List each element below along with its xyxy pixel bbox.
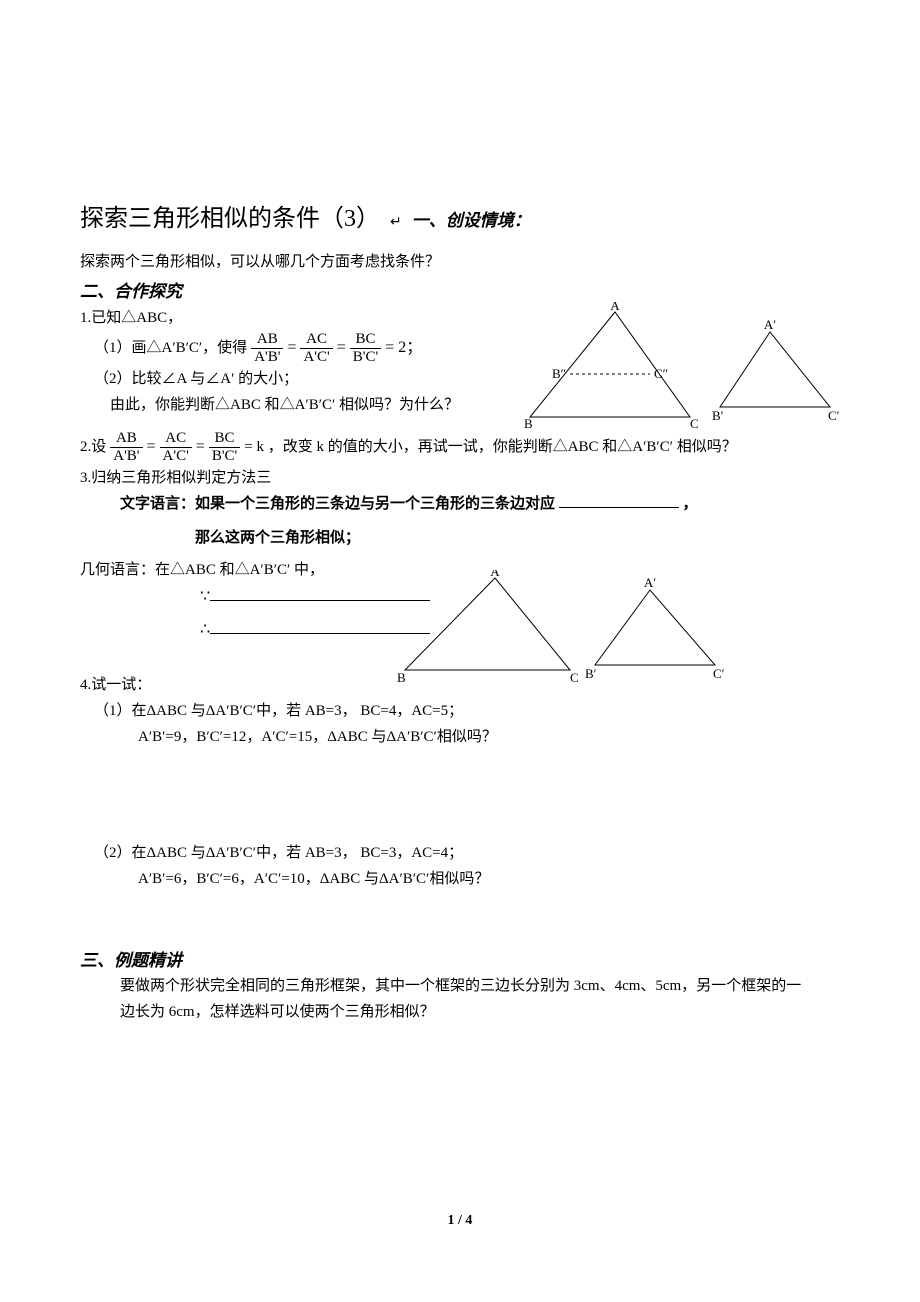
triangle-fig2-svg: A B C A′ B′ C′ <box>395 570 745 685</box>
frac-den: B'C' <box>209 448 240 464</box>
comma: ， <box>679 496 698 512</box>
frac-ab2: AB A'B' <box>110 431 142 464</box>
frac-ac2: AC A'C' <box>160 431 192 464</box>
s2-item3-lead: 3.归纳三角形相似判定方法三 <box>80 466 840 490</box>
arrow-mark: ↵ <box>390 212 402 234</box>
frac-bc-num: BC <box>350 332 381 349</box>
label-Bp: B′ <box>712 408 724 423</box>
blank-line <box>559 493 679 508</box>
s2-item3-text-content: 如果一个三角形的三条边与另一个三角形的三条边对应 <box>195 496 559 512</box>
spacer <box>80 751 840 841</box>
frac-num: AC <box>160 431 192 448</box>
eq-sign: = <box>287 335 296 361</box>
eq-sign: = <box>147 434 156 460</box>
label-C: C <box>690 416 699 431</box>
because-symbol: ∵ <box>200 588 210 605</box>
frac-ac-den: A'C' <box>300 349 332 365</box>
eq-end: = 2； <box>385 335 422 361</box>
eq-sign: = <box>337 335 346 361</box>
s1-heading: 一、创设情境： <box>412 207 531 234</box>
label-C2: C <box>570 670 579 685</box>
frac-ab-den: A'B' <box>251 349 283 365</box>
page-footer: 1 / 4 <box>0 1210 920 1232</box>
label-A: A <box>610 302 620 313</box>
s2-item3-text2: 那么这两个三角形相似； <box>80 526 840 550</box>
s2-item1-sub1-pre: （1）画△A′B′C′，使得 <box>94 336 247 360</box>
main-title: 探索三角形相似的条件（3） <box>80 200 380 238</box>
figure-row-1: A B C B″ C″ A′ B′ C′ <box>520 302 850 440</box>
s2-item3-text-label: 文字语言： <box>120 496 195 512</box>
frac-bc-den: B'C' <box>350 349 381 365</box>
s3-text2: 边长为 6cm，怎样选料可以使两个三角形相似？ <box>80 1000 840 1024</box>
frac-ac-num: AC <box>300 332 332 349</box>
figure-row-2: A B C A′ B′ C′ <box>395 570 745 693</box>
s2-item4-sub2a: （2）在ΔABC 与ΔA′B′C′中，若 AB=3， BC=3，AC=4； <box>80 841 840 865</box>
s2-item2-pre: 2.设 <box>80 435 106 459</box>
triangle-abc <box>530 312 690 417</box>
s2-item4-sub2b: A′B′=6，B′C′=6，A′C′=10，ΔABC 与ΔA′B′C′相似吗？ <box>80 867 840 891</box>
s3-heading: 三、例题精讲 <box>80 947 840 974</box>
label-Cpp: C″ <box>654 366 668 381</box>
triangle-aprime2 <box>595 590 715 665</box>
label-A2: A <box>490 570 500 579</box>
label-Ap: A′ <box>764 317 776 332</box>
spacer <box>80 893 840 943</box>
eq-sign: = <box>196 434 205 460</box>
frac-ab: AB A'B' <box>251 332 283 365</box>
frac-bc2: BC B'C' <box>209 431 240 464</box>
label-Bpp: B″ <box>552 366 566 381</box>
label-Cp2: C′ <box>713 666 725 681</box>
frac-den: A'C' <box>160 448 192 464</box>
frac-num: AB <box>110 431 142 448</box>
frac-bc: BC B'C' <box>350 332 381 365</box>
s2-item4-sub1b: A′B′=9，B′C′=12，A′C′=15，ΔABC 与ΔA′B′C′相似吗？ <box>80 725 840 749</box>
spacer <box>80 518 840 526</box>
frac-ab-num: AB <box>251 332 283 349</box>
triangle-fig1-svg: A B C B″ C″ A′ B′ C′ <box>520 302 850 432</box>
label-Cp: C′ <box>828 408 840 423</box>
s2-item4-sub1a: （1）在ΔABC 与ΔA′B′C′中，若 AB=3， BC=4，AC=5； <box>80 699 840 723</box>
therefore-symbol: ∴ <box>200 621 210 638</box>
frac-den: A'B' <box>110 448 142 464</box>
label-B2: B <box>397 670 406 685</box>
label-Bp2: B′ <box>585 666 597 681</box>
label-Ap2: A′ <box>644 575 656 590</box>
triangle-aprime <box>720 332 830 407</box>
label-B: B <box>524 416 533 431</box>
frac-ac: AC A'C' <box>300 332 332 365</box>
s3-text1: 要做两个形状完全相同的三角形框架，其中一个框架的三边长分别为 3cm、4cm、5… <box>80 974 840 998</box>
frac-num: BC <box>209 431 240 448</box>
s1-question: 探索两个三角形相似，可以从哪几个方面考虑找条件？ <box>80 250 840 274</box>
title-row: 探索三角形相似的条件（3） ↵ 一、创设情境： <box>80 200 840 238</box>
s2-item3-text: 文字语言：如果一个三角形的三条边与另一个三角形的三条边对应 ， <box>80 492 840 516</box>
triangle-abc2 <box>405 578 570 670</box>
